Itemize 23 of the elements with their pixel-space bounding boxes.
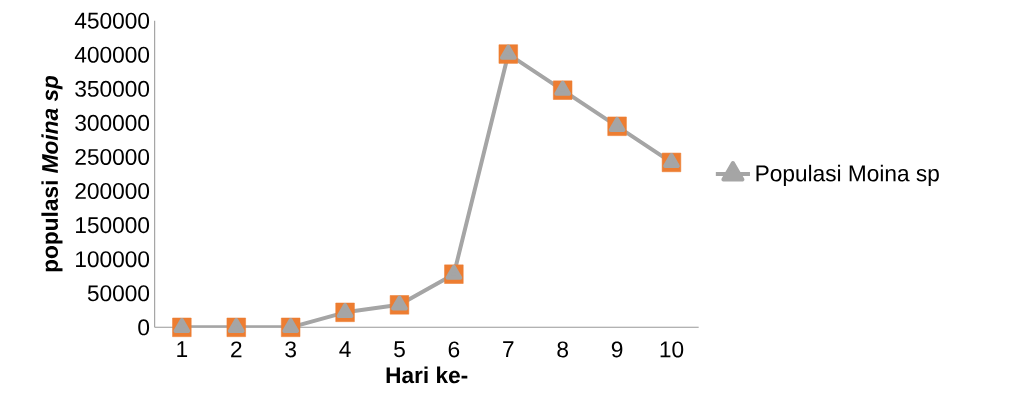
y-tick-label: 50000	[87, 285, 150, 302]
y-tick-label: 400000	[74, 46, 150, 63]
x-tick-label: 7	[503, 341, 514, 357]
x-tick-label: 1	[177, 341, 188, 357]
x-tick-label: 3	[285, 341, 296, 358]
x-tick-label: 5	[394, 341, 405, 358]
x-tick-label: 2	[231, 341, 242, 358]
x-tick-label: 8	[557, 341, 568, 358]
x-tick-label: 10	[660, 341, 684, 358]
y-axis-title: populasi Moina sp	[41, 75, 63, 272]
x-tick-label: 4	[339, 341, 351, 357]
y-tick-label: 450000	[74, 12, 150, 29]
y-tick-label: 350000	[75, 80, 150, 97]
x-tick-label: 6	[448, 341, 460, 358]
x-tick-label: 9	[611, 341, 623, 358]
y-tick-label: 250000	[75, 148, 150, 165]
y-tick-label: 0	[138, 319, 150, 336]
y-tick-label: 300000	[75, 114, 150, 131]
y-tick-label: 200000	[75, 183, 150, 200]
legend-label: Populasi Moina sp	[756, 164, 939, 186]
y-tick-label: 150000	[76, 217, 150, 234]
x-axis-title: Hari ke-	[386, 366, 468, 384]
y-tick-label: 100000	[76, 251, 150, 268]
